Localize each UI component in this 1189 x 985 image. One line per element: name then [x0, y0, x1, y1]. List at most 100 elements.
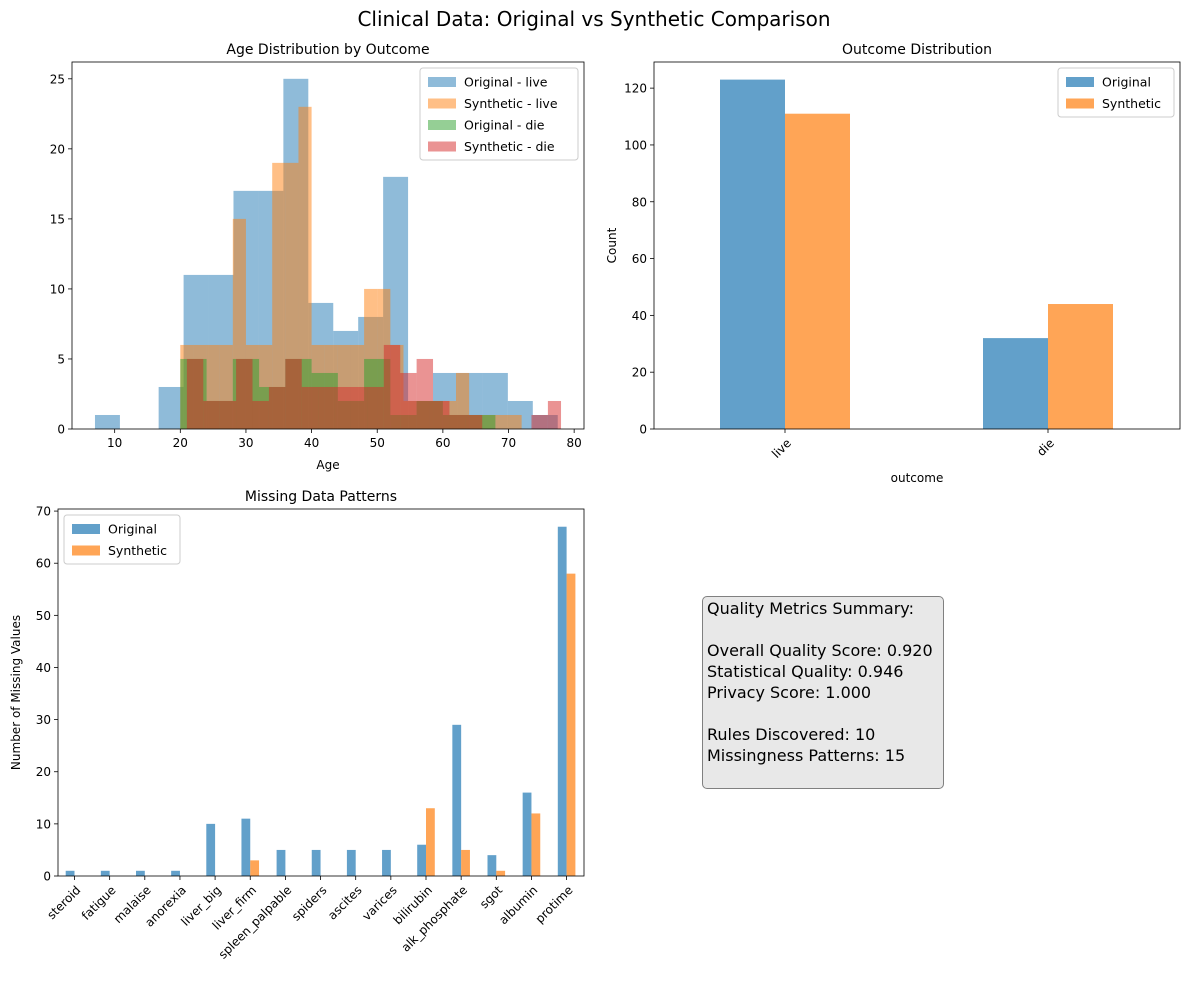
legend-swatch [428, 120, 456, 130]
bar-original-bilirubin [417, 844, 426, 876]
bar-original-sgot [487, 855, 497, 876]
x-tick-label: 80 [567, 436, 582, 450]
bar-original-live [720, 79, 785, 430]
legend-label: Synthetic [1102, 96, 1161, 111]
y-tick-label: 30 [36, 713, 51, 727]
legend-label: Synthetic - live [464, 96, 558, 111]
histogram-bar [508, 414, 522, 429]
bar-original-malaise [136, 870, 145, 876]
histogram-bar [400, 372, 417, 429]
bar-original-spleen_palpable [276, 849, 286, 876]
y-tick-label: 100 [624, 138, 647, 152]
y-tick-label: 15 [50, 212, 65, 226]
legend-swatch [1066, 98, 1094, 109]
legend-swatch [72, 524, 100, 534]
bar-synthetic-protime [566, 573, 576, 876]
bar-original-steroid [65, 870, 75, 876]
bar-original-anorexia [171, 870, 180, 876]
x-tick-label: sgot [477, 883, 505, 911]
y-axis-label: Number of Missing Values [9, 615, 23, 770]
legend-swatch [428, 141, 456, 152]
bar-synthetic-bilirubin [426, 808, 435, 876]
histogram-bar [301, 386, 319, 429]
outcome-bar-chart: Outcome Distribution 0 20 40 60 80 100 120 Count… [605, 42, 1181, 485]
plot-frame [653, 61, 1181, 430]
histogram-bar [433, 400, 450, 429]
bar-original-fatigue [100, 870, 110, 876]
histogram-bar [383, 344, 401, 429]
chart-title: Age Distribution by Outcome [226, 42, 429, 58]
histogram-bar [416, 358, 434, 429]
histogram-bar [285, 358, 302, 429]
x-tick-label: albumin [496, 883, 540, 927]
legend-label: Synthetic [108, 543, 167, 558]
histogram-bar [334, 386, 351, 429]
histogram-bar [219, 400, 237, 429]
legend-swatch [428, 98, 456, 109]
quality-summary-box: Quality Metrics Summary: Overall Quality… [702, 596, 944, 789]
y-tick-label: 5 [57, 352, 65, 366]
legend-label: Original [108, 522, 157, 537]
legend-swatch [72, 545, 100, 556]
x-tick-label: alk_phosphate [399, 883, 471, 955]
y-tick-label: 60 [36, 557, 51, 571]
bar-synthetic-die [1048, 304, 1113, 429]
histogram-bar [158, 386, 184, 429]
age-histogram-chart: Age Distribution by Outcome 0 5 10 15 20 25 10 2… [50, 42, 585, 472]
histogram-bar [236, 358, 253, 429]
x-tick-label: live [769, 436, 794, 461]
x-axis-label: outcome [891, 471, 944, 485]
bar-original-varices [382, 849, 391, 876]
y-tick-label: 50 [36, 609, 51, 623]
legend-label: Original - die [464, 118, 545, 133]
histogram-bar [318, 386, 335, 429]
y-tick-label: 25 [50, 72, 65, 86]
legend-swatch [428, 77, 456, 87]
x-tick-label: spiders [289, 883, 330, 924]
bar-synthetic-live [785, 113, 850, 429]
x-tick-label: steroid [44, 883, 83, 922]
legend-box [419, 67, 579, 161]
x-tick-label: 10 [107, 436, 122, 450]
x-tick-label: 40 [304, 436, 319, 450]
bar-synthetic-alk_phosphate [461, 849, 470, 876]
histogram-bar [367, 386, 384, 429]
histogram-bar [186, 358, 204, 429]
bar-original-liver_big [206, 823, 216, 876]
y-tick-label: 80 [632, 195, 647, 209]
chart-title: Outcome Distribution [842, 42, 992, 58]
y-tick-label: 0 [639, 423, 647, 437]
x-tick-label: protime [533, 883, 576, 926]
x-tick-label: 50 [370, 436, 385, 450]
y-tick-label: 10 [36, 817, 51, 831]
legend-label: Original [1102, 75, 1151, 90]
bar-original-protime [557, 526, 567, 876]
histogram-bar [495, 414, 509, 429]
histogram-bar [547, 400, 562, 429]
x-tick-label: die [1034, 436, 1057, 459]
y-tick-label: 20 [36, 765, 51, 779]
bar-original-ascites [346, 849, 356, 876]
y-tick-label: 40 [36, 661, 51, 675]
legend-label: Synthetic - die [464, 139, 555, 154]
histogram-bar [272, 162, 286, 429]
chart-title: Missing Data Patterns [245, 489, 397, 505]
bar-original-liver_firm [241, 818, 251, 876]
histogram-bar [298, 106, 312, 429]
x-tick-label: 30 [238, 436, 253, 450]
x-tick-label: 70 [501, 436, 516, 450]
histogram-bar [94, 414, 120, 429]
histogram-bar [203, 400, 220, 429]
x-tick-label: 60 [435, 436, 450, 450]
histogram-bar [465, 414, 483, 429]
y-tick-label: 0 [43, 870, 51, 884]
y-tick-label: 20 [50, 142, 65, 156]
legend-swatch [1066, 77, 1094, 87]
plot-frame [57, 508, 585, 877]
y-tick-label: 10 [50, 282, 65, 296]
figure-title: Clinical Data: Original vs Synthetic Com… [357, 7, 830, 31]
histogram-bar [449, 414, 466, 429]
missing-data-bar-chart: Missing Data Patterns 0 10 20 30 40 50 60 70 Numb… [9, 489, 585, 962]
y-tick-label: 70 [36, 505, 51, 519]
